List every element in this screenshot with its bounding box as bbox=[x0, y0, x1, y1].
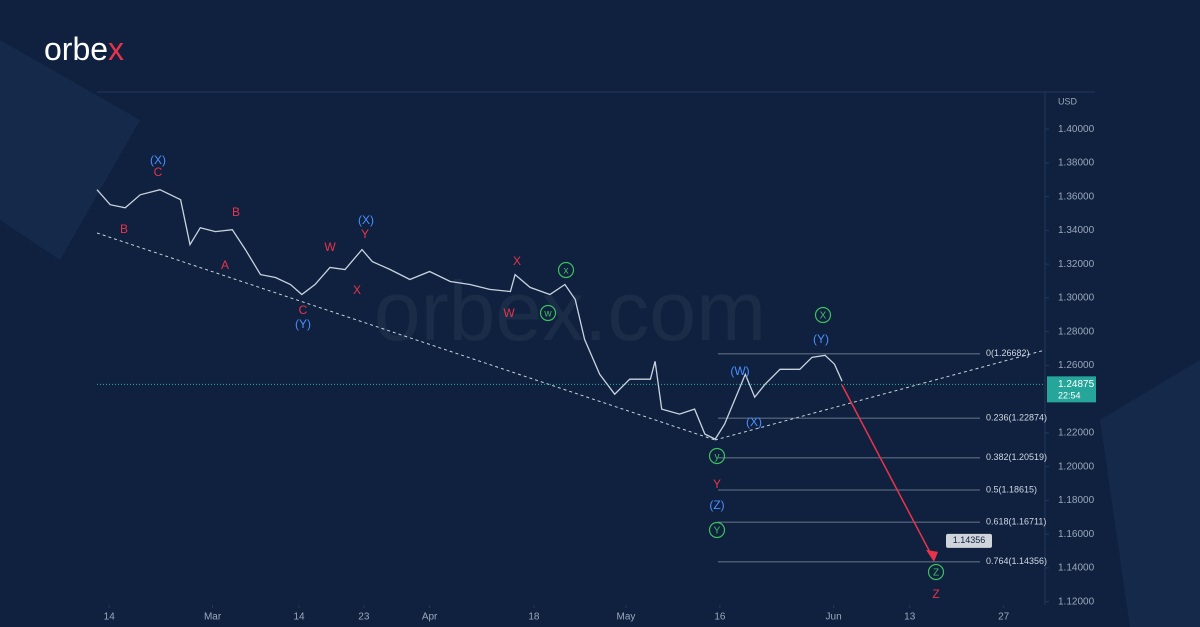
last-price-timer: 22:54 bbox=[1058, 391, 1081, 401]
target-label: 1.14356 bbox=[953, 535, 986, 545]
wave-label: (W) bbox=[730, 364, 749, 378]
x-tick-label: 23 bbox=[358, 612, 370, 623]
arrow-head bbox=[926, 549, 938, 562]
trend-line bbox=[96, 232, 716, 441]
wave-label: (Z) bbox=[709, 498, 724, 512]
wave-circle bbox=[814, 306, 832, 324]
y-tick-label: 1.28000 bbox=[1058, 326, 1095, 337]
wave-label: (X) bbox=[150, 153, 166, 167]
y-unit: USD bbox=[1058, 96, 1078, 106]
fib-label: 0.382(1.20519) bbox=[986, 452, 1047, 462]
y-tick-label: 1.26000 bbox=[1058, 360, 1095, 371]
decor bbox=[0, 40, 140, 260]
wave-label: Y bbox=[361, 227, 369, 241]
y-tick-label: 1.32000 bbox=[1058, 259, 1095, 270]
wave-label: (X) bbox=[358, 213, 374, 227]
wave-label: C bbox=[299, 303, 308, 317]
y-tick-label: 1.12000 bbox=[1058, 596, 1095, 607]
x-tick-label: 13 bbox=[904, 612, 916, 623]
wave-circle bbox=[539, 304, 557, 322]
wave-label: (Y) bbox=[813, 332, 829, 346]
last-price-box bbox=[1047, 376, 1096, 403]
wave-label: (X) bbox=[746, 415, 762, 429]
wave-circle bbox=[708, 447, 726, 465]
y-tick-label: 1.18000 bbox=[1058, 495, 1095, 506]
watermark: orbex.com bbox=[374, 264, 766, 358]
wave-label: X bbox=[353, 283, 361, 297]
wave-label: C bbox=[154, 165, 163, 179]
fib-label: 0(1.26682) bbox=[986, 348, 1030, 358]
x-tick-label: May bbox=[617, 612, 636, 623]
wave-label: w bbox=[543, 309, 552, 320]
wave-circle bbox=[708, 521, 726, 539]
last-price-label: 1.24875 bbox=[1058, 379, 1095, 390]
y-tick-label: 1.40000 bbox=[1058, 124, 1095, 135]
y-tick-label: 1.20000 bbox=[1058, 461, 1095, 472]
x-tick-label: Mar bbox=[204, 612, 222, 623]
wave-label: W bbox=[324, 240, 336, 254]
wave-label: B bbox=[120, 222, 128, 236]
wave-label: x bbox=[564, 266, 569, 277]
x-tick-label: 27 bbox=[998, 612, 1010, 623]
price-line bbox=[96, 189, 843, 440]
y-tick-label: 1.30000 bbox=[1058, 293, 1095, 304]
wave-circle bbox=[557, 261, 575, 279]
x-tick-label: 16 bbox=[714, 612, 726, 623]
wave-label: X bbox=[820, 311, 827, 322]
wave-label: Y bbox=[714, 526, 721, 537]
projection-arrow bbox=[841, 384, 935, 561]
x-tick-label: 14 bbox=[104, 612, 116, 623]
logo: orbex bbox=[44, 31, 124, 67]
wave-label: (Y) bbox=[295, 317, 311, 331]
fib-label: 0.764(1.14356) bbox=[986, 556, 1047, 566]
x-tick-label: Jun bbox=[826, 612, 842, 623]
wave-circle bbox=[927, 563, 945, 581]
wave-label: Z bbox=[932, 587, 939, 601]
fib-label: 0.618(1.16711) bbox=[986, 517, 1046, 527]
decor bbox=[1100, 360, 1200, 627]
fib-label: 0.5(1.18615) bbox=[986, 484, 1037, 494]
wave-label: W bbox=[503, 306, 515, 320]
y-tick-label: 1.16000 bbox=[1058, 529, 1095, 540]
x-tick-label: Apr bbox=[422, 612, 438, 623]
wave-label: y bbox=[715, 452, 720, 463]
y-tick-label: 1.22000 bbox=[1058, 428, 1095, 439]
fib-label: 0.236(1.22874) bbox=[986, 413, 1047, 423]
wave-label: Y bbox=[713, 477, 721, 491]
wave-label: Z bbox=[933, 568, 939, 579]
y-tick-label: 1.38000 bbox=[1058, 158, 1095, 169]
wave-label: B bbox=[232, 205, 240, 219]
y-tick-label: 1.34000 bbox=[1058, 225, 1095, 236]
target-box bbox=[946, 533, 992, 548]
wave-label: A bbox=[221, 258, 229, 272]
x-tick-label: 14 bbox=[293, 612, 305, 623]
x-tick-label: 18 bbox=[528, 612, 540, 623]
y-tick-label: 1.14000 bbox=[1058, 563, 1095, 574]
y-tick-label: 1.36000 bbox=[1058, 191, 1095, 202]
wave-label: X bbox=[513, 254, 521, 268]
